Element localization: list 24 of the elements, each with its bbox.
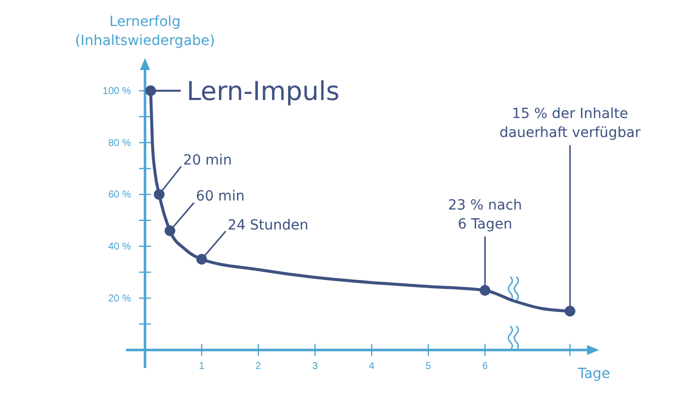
x-tick-label: 1 (198, 361, 205, 372)
point (564, 306, 576, 316)
point (480, 285, 490, 296)
x-tick-label: 5 (426, 361, 432, 372)
x-tick-label: 2 (256, 361, 262, 372)
y-tick-label: 100 % (102, 86, 132, 97)
annotation: Lern-Impuls (186, 77, 340, 108)
y-tick-label: 80 % (108, 138, 132, 149)
point (154, 189, 165, 200)
point (196, 254, 208, 265)
y-tick-label: 20 % (108, 293, 132, 304)
x-tick-label: 6 (482, 361, 488, 372)
x-tick-label: 3 (312, 361, 318, 372)
y-tick-label: 60 % (108, 190, 132, 201)
annotation: 60 min (196, 188, 245, 205)
x-axis-title: Tage (576, 366, 610, 382)
annotation: 24 Stunden (228, 217, 308, 234)
annotation: 20 min (183, 152, 232, 168)
point (164, 225, 176, 236)
y-axis-title: Lernerfolg (Inhaltswiedergabe) (75, 14, 215, 49)
annotation: 15 % der Inhalte dauerhaft verfügbar (499, 106, 641, 142)
y-tick-label: 40 % (108, 241, 132, 252)
annotation: 23 % nach 6 Tagen (448, 197, 522, 232)
x-tick-label: 4 (368, 361, 375, 372)
